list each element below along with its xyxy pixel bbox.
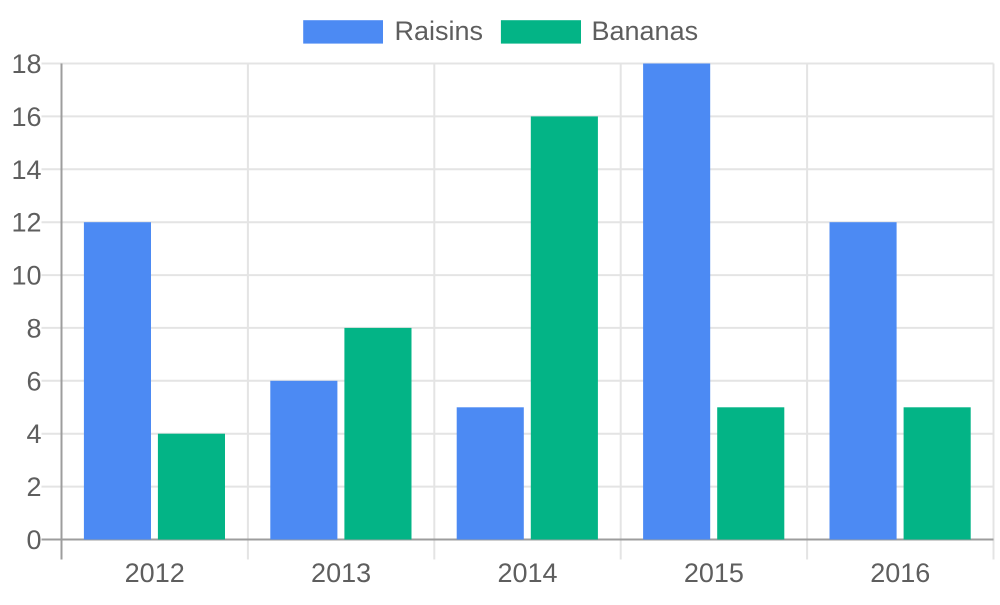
svg-text:12: 12 bbox=[11, 208, 41, 238]
svg-text:2015: 2015 bbox=[684, 558, 744, 588]
svg-text:Bananas: Bananas bbox=[592, 16, 699, 46]
svg-text:Raisins: Raisins bbox=[395, 16, 484, 46]
svg-text:10: 10 bbox=[11, 261, 41, 291]
svg-text:2014: 2014 bbox=[497, 558, 557, 588]
svg-text:0: 0 bbox=[26, 525, 41, 555]
svg-text:2: 2 bbox=[26, 472, 41, 502]
svg-text:6: 6 bbox=[26, 366, 41, 396]
svg-text:2016: 2016 bbox=[870, 558, 930, 588]
svg-text:8: 8 bbox=[26, 313, 41, 343]
svg-text:18: 18 bbox=[11, 49, 41, 79]
svg-text:2012: 2012 bbox=[125, 558, 185, 588]
svg-text:14: 14 bbox=[11, 155, 41, 185]
svg-text:2013: 2013 bbox=[311, 558, 371, 588]
svg-text:16: 16 bbox=[11, 102, 41, 132]
svg-text:4: 4 bbox=[26, 419, 41, 449]
